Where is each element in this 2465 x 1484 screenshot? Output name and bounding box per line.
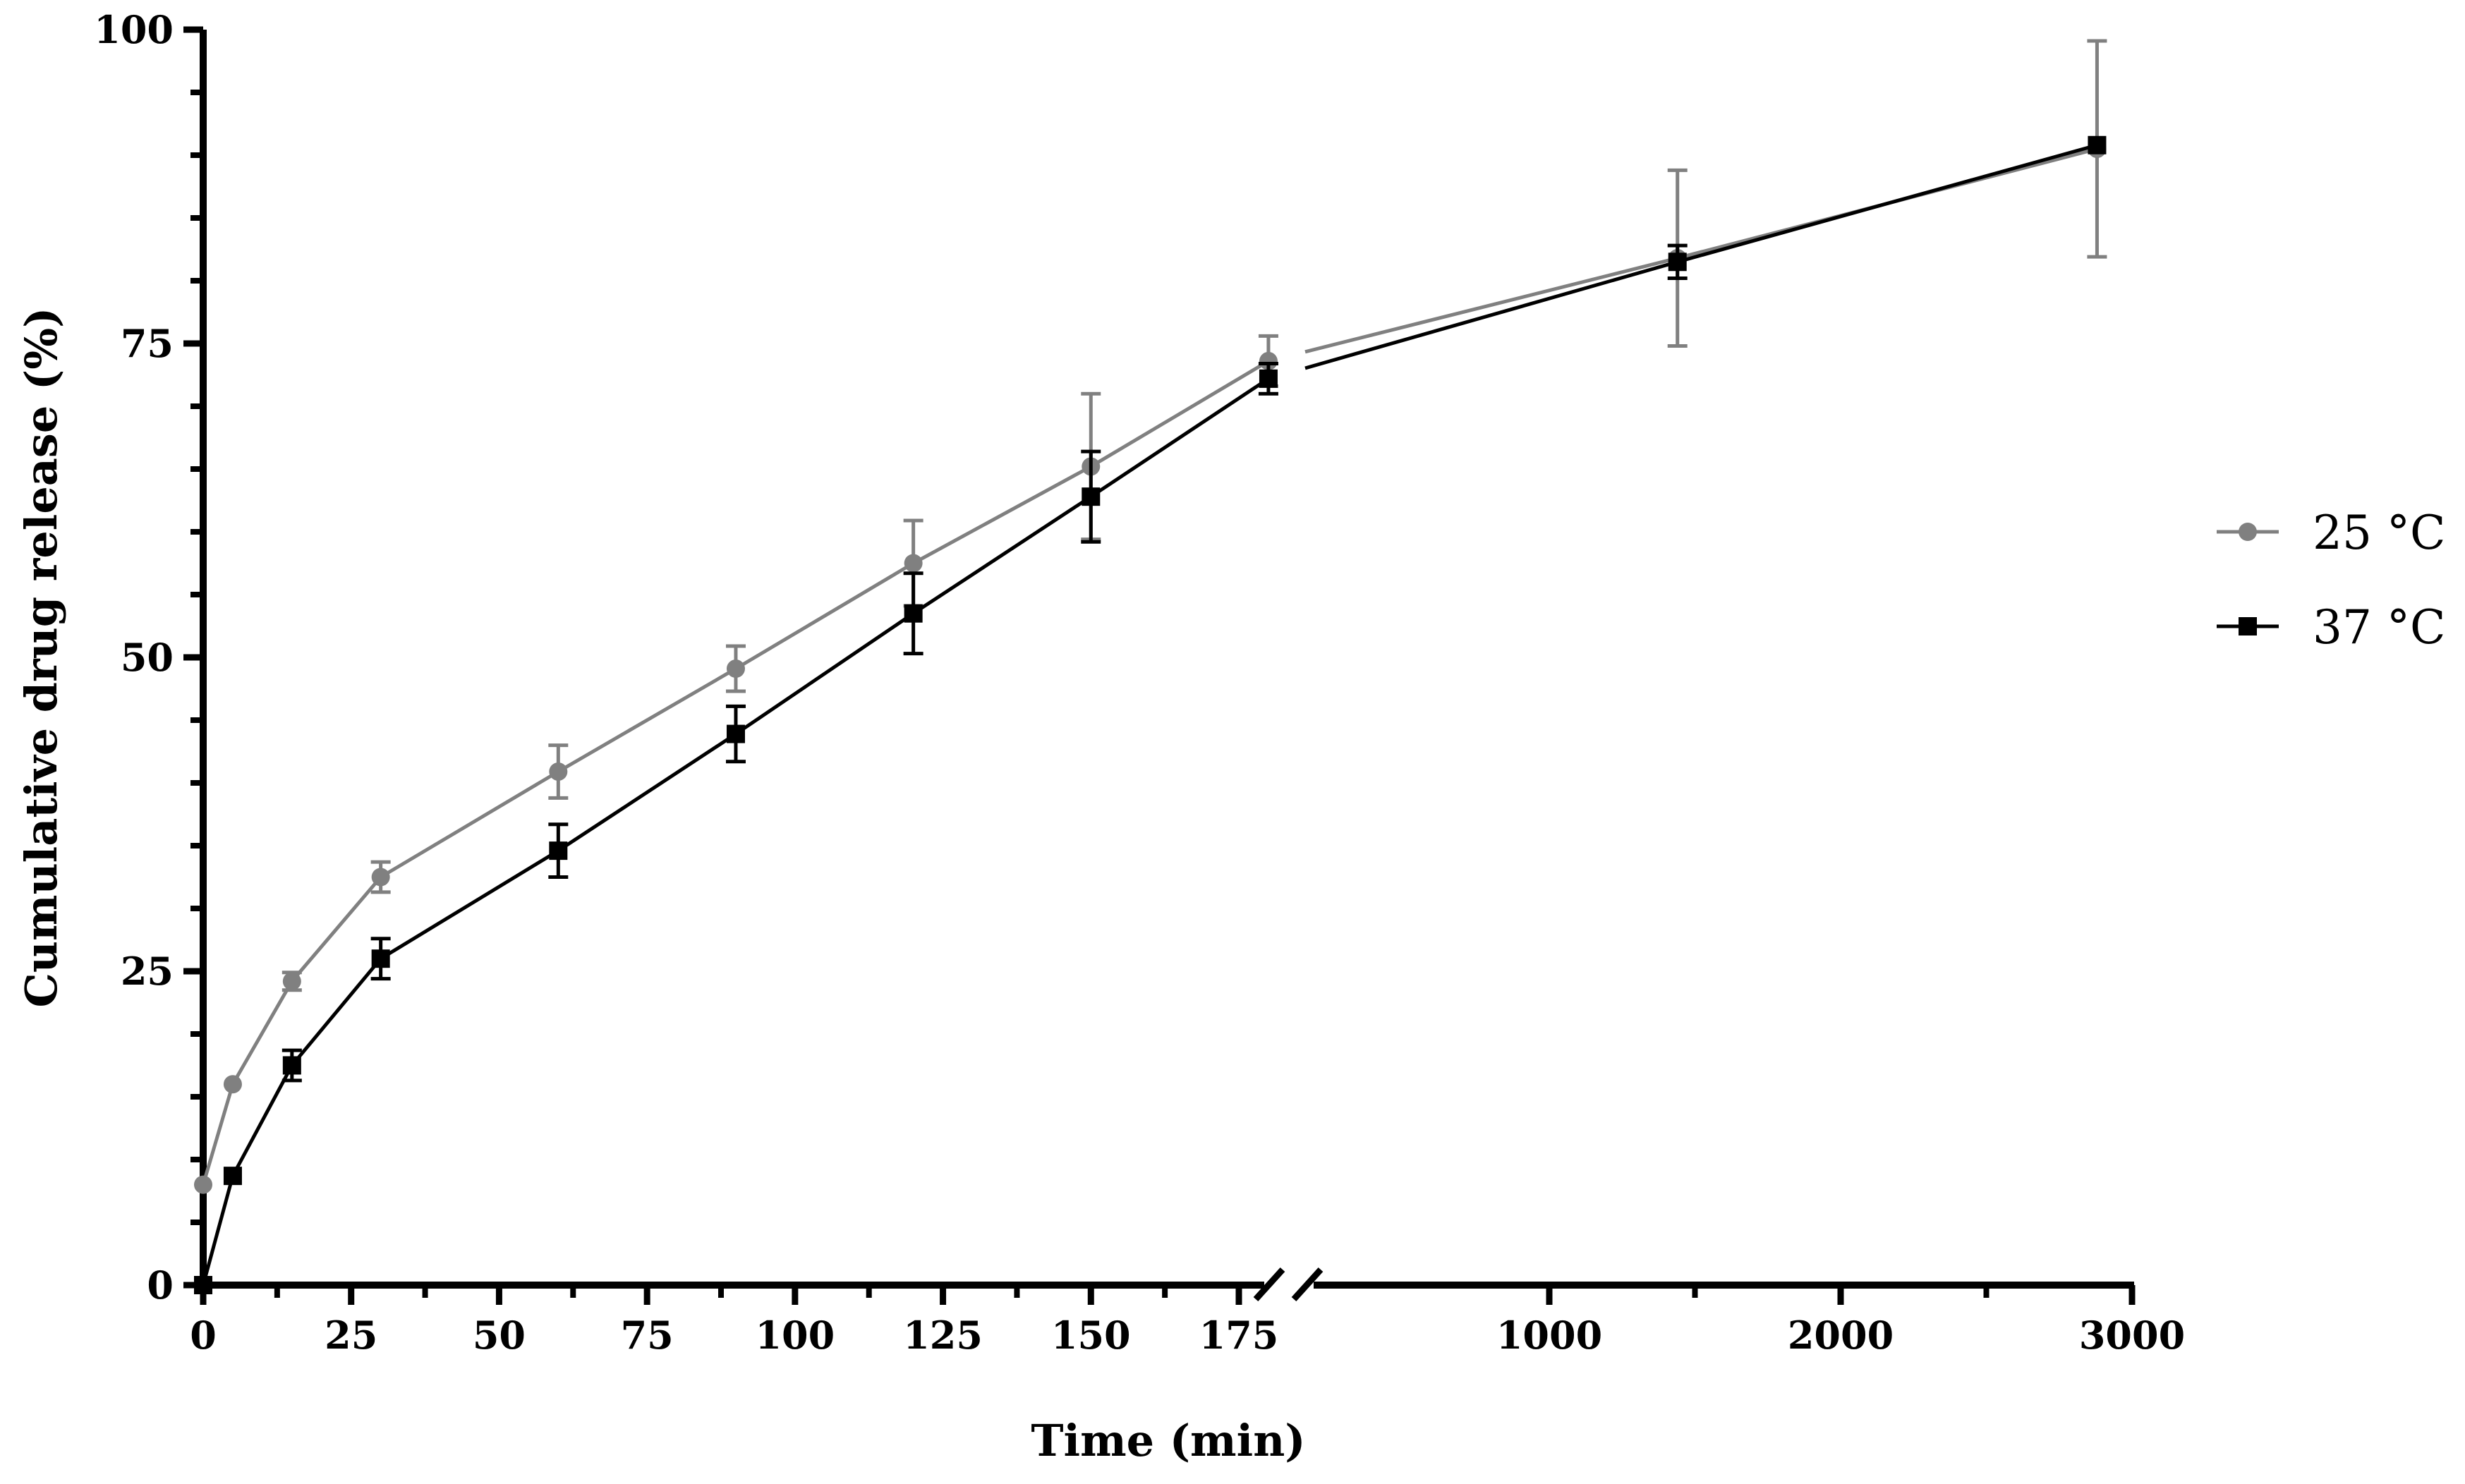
y-tick-label: 50 (121, 635, 174, 680)
data-point-37c (549, 841, 568, 860)
data-point-25c (904, 554, 923, 573)
x-tick-label: 100 (755, 1313, 835, 1358)
data-point-37c (1668, 253, 1687, 272)
y-axis-title: Cumulative drug release (%) (16, 308, 67, 1008)
series-line-37c (201, 377, 1270, 1286)
data-point-25c (282, 972, 301, 991)
x-tick-label: 0 (190, 1313, 217, 1358)
x-tick-label: 125 (903, 1313, 983, 1358)
y-tick-label: 0 (147, 1263, 174, 1308)
data-point-37c (371, 949, 390, 968)
data-point-37c (1259, 369, 1278, 388)
legend-label-37c: 37 °C (2313, 600, 2445, 655)
data-point-37c (904, 604, 923, 623)
data-point-37c (726, 724, 745, 743)
data-point-25c (223, 1075, 242, 1094)
x-tick-label: 75 (621, 1313, 674, 1358)
data-point-25c (371, 868, 390, 887)
x-axis-title: Time (min) (1031, 1415, 1305, 1466)
axis-break-mark (1291, 1267, 1324, 1302)
y-tick-label: 25 (121, 949, 174, 994)
data-point-37c (2088, 135, 2107, 154)
data-point-25c (726, 659, 745, 679)
series-line-37c (1304, 143, 2098, 370)
y-tick-label: 75 (121, 321, 174, 366)
data-point-25c (1259, 351, 1278, 370)
legend-marker-37c (2239, 617, 2257, 635)
x-tick-label: 50 (473, 1313, 526, 1358)
x-tick-label: 2000 (1788, 1313, 1894, 1358)
x-tick-label: 1000 (1496, 1313, 1602, 1358)
x-tick-label: 175 (1199, 1313, 1279, 1358)
data-point-25c (549, 762, 568, 781)
x-tick-label: 150 (1051, 1313, 1131, 1358)
data-point-37c (223, 1167, 242, 1186)
legend-label-25c: 25 °C (2313, 506, 2445, 560)
data-point-37c (1082, 487, 1101, 506)
data-point-37c (282, 1056, 301, 1075)
data-point-25c (194, 1175, 212, 1194)
x-tick-label: 25 (325, 1313, 377, 1358)
legend-marker-25c (2239, 523, 2257, 541)
x-tick-label: 3000 (2079, 1313, 2185, 1358)
axis-break-mark (1253, 1267, 1285, 1302)
y-tick-label: 100 (94, 7, 174, 52)
data-point-37c (194, 1276, 212, 1294)
